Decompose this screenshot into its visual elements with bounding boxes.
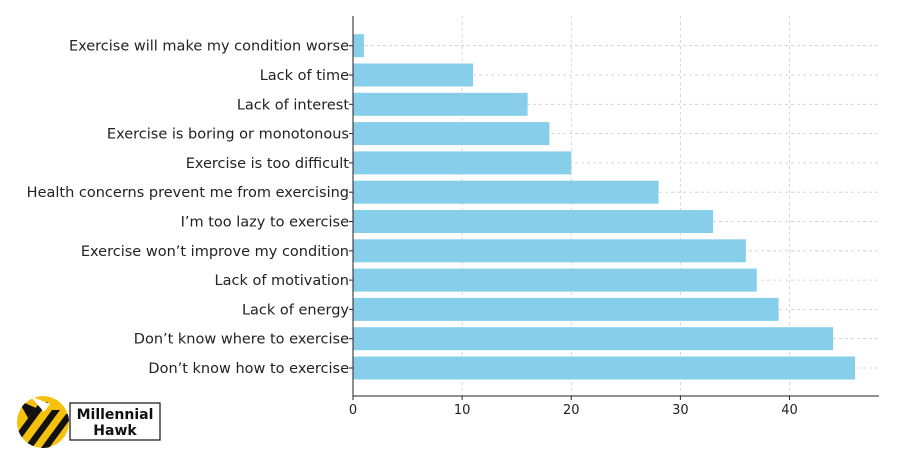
bar	[353, 92, 528, 116]
category-label: Exercise will make my condition worse	[69, 39, 349, 55]
bar	[353, 297, 779, 321]
bar	[353, 327, 834, 351]
category-label: Lack of interest	[237, 97, 349, 113]
brand-logo: Millennial Hawk	[17, 396, 161, 448]
x-tick-label: 30	[672, 403, 689, 418]
category-label: Exercise is boring or monotonous	[107, 127, 349, 143]
category-label: I’m too lazy to exercise	[181, 215, 349, 231]
category-label: Lack of time	[260, 68, 349, 84]
x-tick-label: 10	[454, 403, 471, 418]
bar	[353, 151, 572, 175]
category-label: Lack of motivation	[215, 273, 349, 289]
bar	[353, 34, 364, 58]
category-label: Don’t know how to exercise	[148, 361, 349, 377]
logo-line2: Hawk	[93, 423, 137, 439]
bar	[353, 180, 659, 204]
x-tick-labels: 0 10 20 30 40	[349, 403, 798, 418]
bar	[353, 356, 855, 380]
bar	[353, 239, 746, 263]
bar	[353, 63, 474, 87]
bar	[353, 268, 757, 292]
category-labels: Don’t know how to exercise Don’t know whe…	[27, 39, 350, 377]
logo-line1: Millennial	[77, 407, 154, 423]
logo-box	[69, 402, 161, 441]
category-label: Health concerns prevent me from exercisi…	[27, 185, 349, 201]
bar	[353, 210, 714, 233]
bars	[353, 34, 855, 380]
category-label: Exercise won’t improve my condition	[81, 244, 349, 260]
x-tick-label: 40	[781, 403, 798, 418]
x-tick-label: 20	[563, 403, 580, 418]
category-label: Exercise is too difficult	[186, 156, 350, 172]
hawk-emblem-icon	[17, 396, 69, 448]
category-label: Don’t know where to exercise	[134, 332, 349, 348]
bar	[353, 122, 550, 146]
axes	[349, 16, 879, 400]
x-tick-label: 0	[349, 403, 357, 418]
category-label: Lack of energy	[242, 302, 349, 318]
